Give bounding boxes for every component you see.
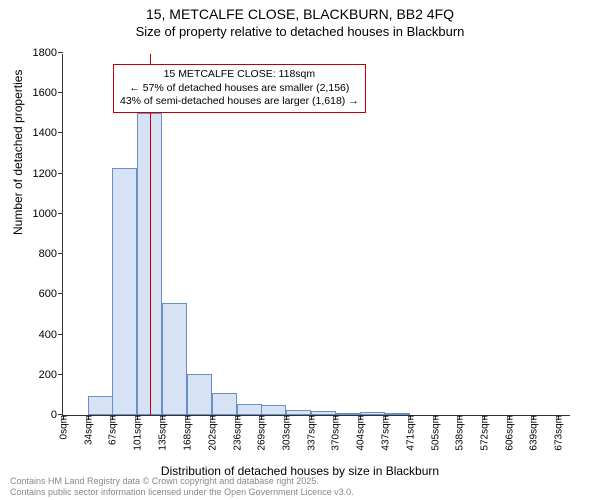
y-tick-mark: [58, 213, 63, 214]
x-tick-label: 202sqm: [205, 415, 218, 451]
x-tick-label: 101sqm: [131, 415, 144, 451]
x-tick-label: 269sqm: [255, 415, 268, 451]
page-subtitle: Size of property relative to detached ho…: [0, 24, 600, 39]
x-tick-label: 404sqm: [354, 415, 367, 451]
histogram-bar: [261, 405, 286, 415]
footnote: Contains HM Land Registry data © Crown c…: [10, 476, 354, 498]
x-tick-label: 168sqm: [180, 415, 193, 451]
histogram-bar: [311, 411, 336, 415]
y-tick-label: 1400: [21, 127, 63, 139]
y-tick-label: 400: [21, 329, 63, 341]
x-tick-label: 572sqm: [478, 415, 491, 451]
y-tick-mark: [58, 334, 63, 335]
histogram-bar: [212, 393, 237, 415]
x-tick-label: 673sqm: [552, 415, 565, 451]
histogram-bar: [335, 413, 360, 415]
histogram-plot: 0200400600800100012001400160018000sqm34s…: [62, 54, 570, 416]
histogram-bar: [187, 374, 212, 415]
callout-line: ← 57% of detached houses are smaller (2,…: [120, 82, 359, 96]
y-tick-label: 1000: [21, 208, 63, 220]
property-callout: 15 METCALFE CLOSE: 118sqm← 57% of detach…: [113, 64, 366, 113]
x-tick-label: 135sqm: [156, 415, 169, 451]
y-tick-mark: [58, 132, 63, 133]
y-tick-mark: [58, 52, 63, 53]
histogram-bar: [360, 412, 385, 415]
y-tick-label: 1200: [21, 168, 63, 180]
histogram-bar: [286, 410, 311, 415]
x-tick-label: 34sqm: [82, 415, 95, 445]
page-title: 15, METCALFE CLOSE, BLACKBURN, BB2 4FQ: [0, 6, 600, 22]
y-tick-label: 1600: [21, 87, 63, 99]
y-tick-mark: [58, 92, 63, 93]
x-tick-label: 639sqm: [527, 415, 540, 451]
y-tick-mark: [58, 374, 63, 375]
x-tick-label: 437sqm: [378, 415, 391, 451]
x-tick-label: 505sqm: [428, 415, 441, 451]
title-block: 15, METCALFE CLOSE, BLACKBURN, BB2 4FQ S…: [0, 0, 600, 39]
callout-line: 43% of semi-detached houses are larger (…: [120, 95, 359, 109]
histogram-bar: [88, 396, 113, 415]
histogram-bar: [385, 413, 410, 415]
histogram-bar: [237, 404, 262, 415]
x-tick-label: 236sqm: [230, 415, 243, 451]
x-tick-label: 337sqm: [305, 415, 318, 451]
x-tick-label: 0sqm: [57, 415, 70, 439]
y-tick-mark: [58, 293, 63, 294]
x-tick-label: 303sqm: [280, 415, 293, 451]
callout-line: 15 METCALFE CLOSE: 118sqm: [120, 68, 359, 82]
y-tick-label: 600: [21, 288, 63, 300]
x-tick-label: 538sqm: [453, 415, 466, 451]
y-tick-mark: [58, 253, 63, 254]
x-tick-label: 370sqm: [329, 415, 342, 451]
y-tick-label: 200: [21, 369, 63, 381]
y-tick-label: 800: [21, 248, 63, 260]
y-tick-mark: [58, 173, 63, 174]
histogram-bar: [162, 303, 187, 415]
x-tick-label: 471sqm: [403, 415, 416, 451]
x-tick-label: 67sqm: [106, 415, 119, 445]
footnote-line-2: Contains public sector information licen…: [10, 487, 354, 498]
footnote-line-1: Contains HM Land Registry data © Crown c…: [10, 476, 354, 487]
y-tick-label: 1800: [21, 47, 63, 59]
x-tick-label: 606sqm: [503, 415, 516, 451]
histogram-bar: [112, 168, 137, 415]
